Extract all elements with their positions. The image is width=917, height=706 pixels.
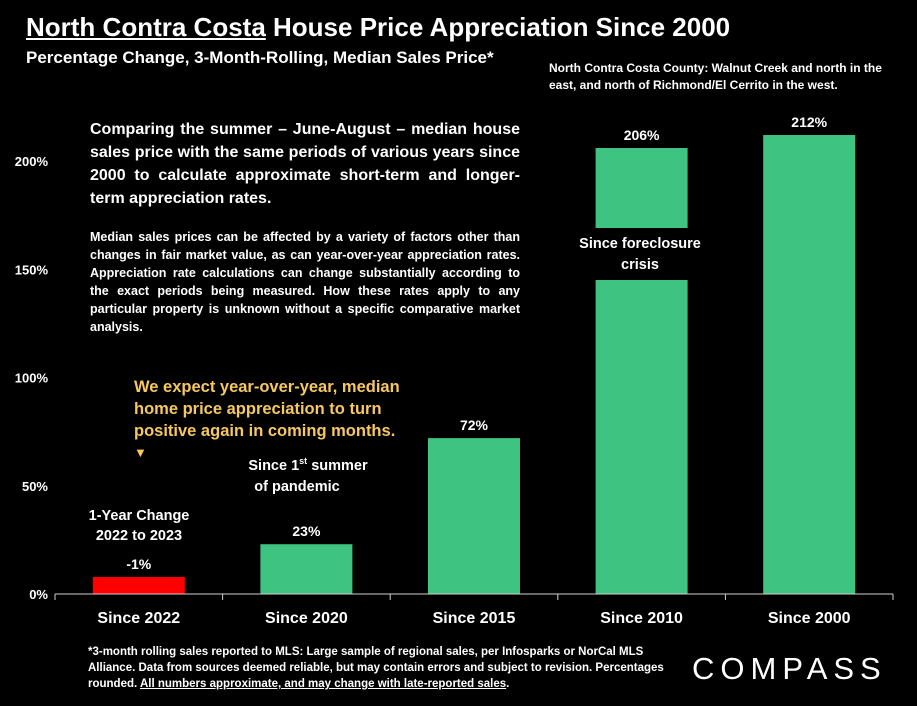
- x-tick-label: Since 2000: [768, 610, 851, 627]
- annotation-2020-sup: st: [299, 456, 307, 466]
- annotations: 1-Year Change 2022 to 2023 Since 1st sum…: [89, 228, 710, 544]
- annotation-2020-post: summer: [307, 458, 368, 474]
- y-tick-label: 0%: [29, 587, 48, 602]
- annotation-2010-line1: Since foreclosure: [579, 236, 701, 252]
- footer-text: *3-month rolling sales reported to MLS: …: [88, 646, 664, 690]
- bar: [92, 577, 185, 594]
- y-tick-label: 50%: [22, 479, 48, 494]
- y-tick-label: 200%: [15, 154, 49, 169]
- expectation-note: We expect year-over-year, median home pr…: [134, 376, 404, 464]
- x-tick-label: Since 2020: [265, 610, 348, 627]
- footer-note: *3-month rolling sales reported to MLS: …: [88, 644, 688, 692]
- bar: [595, 148, 688, 594]
- annotation-2020-pre: Since 1: [248, 458, 299, 474]
- data-label: 23%: [292, 523, 321, 539]
- footer-underlined: All numbers approximate, and may change …: [139, 678, 507, 690]
- x-tick-label: Since 2015: [433, 610, 516, 627]
- data-label: 212%: [791, 114, 827, 130]
- data-labels: -1% 23% 72% 206% 212%: [126, 114, 827, 572]
- x-tick-label: Since 2010: [600, 610, 683, 627]
- annotation-2022-line1: 1-Year Change: [89, 508, 190, 524]
- data-label: -1%: [126, 556, 151, 572]
- y-tick-label: 150%: [15, 262, 49, 277]
- down-arrow-icon: ▼: [134, 445, 147, 460]
- page-title: North Contra Costa House Price Appreciat…: [26, 12, 730, 43]
- x-axis-labels: Since 2022 Since 2020 Since 2015 Since 2010…: [54, 594, 894, 627]
- annotation-2010-backdrop: [575, 228, 710, 280]
- annotation-2020-line2: of pandemic: [254, 479, 339, 495]
- title-rest: House Price Appreciation Since 2000: [265, 12, 731, 42]
- annotation-2010-line2: crisis: [621, 257, 659, 273]
- bars: [92, 135, 856, 594]
- y-axis: 0% 50% 100% 150% 200%: [15, 154, 49, 602]
- y-tick-label: 100%: [15, 371, 49, 386]
- expectation-text: We expect year-over-year, median home pr…: [134, 378, 400, 440]
- annotation-2022-line2: 2022 to 2023: [96, 528, 182, 544]
- compass-logo: COMPASS: [692, 651, 887, 686]
- annotation-2020-line1: Since 1st summer: [248, 456, 368, 474]
- intro-paragraph: Comparing the summer – June-August – med…: [90, 121, 520, 207]
- bar: [763, 135, 856, 594]
- x-tick-label: Since 2022: [97, 610, 180, 627]
- bar: [260, 544, 353, 594]
- footer-end: .: [506, 678, 510, 690]
- disclaimer-paragraph: Median sales prices can be affected by a…: [90, 230, 520, 334]
- data-label: 72%: [460, 417, 489, 433]
- title-region: North Contra Costa: [26, 12, 266, 42]
- region-note: North Contra Costa County: Walnut Creek …: [549, 61, 882, 92]
- bar: [428, 438, 520, 594]
- page-subtitle: Percentage Change, 3-Month-Rolling, Medi…: [26, 48, 494, 67]
- data-label: 206%: [624, 127, 660, 143]
